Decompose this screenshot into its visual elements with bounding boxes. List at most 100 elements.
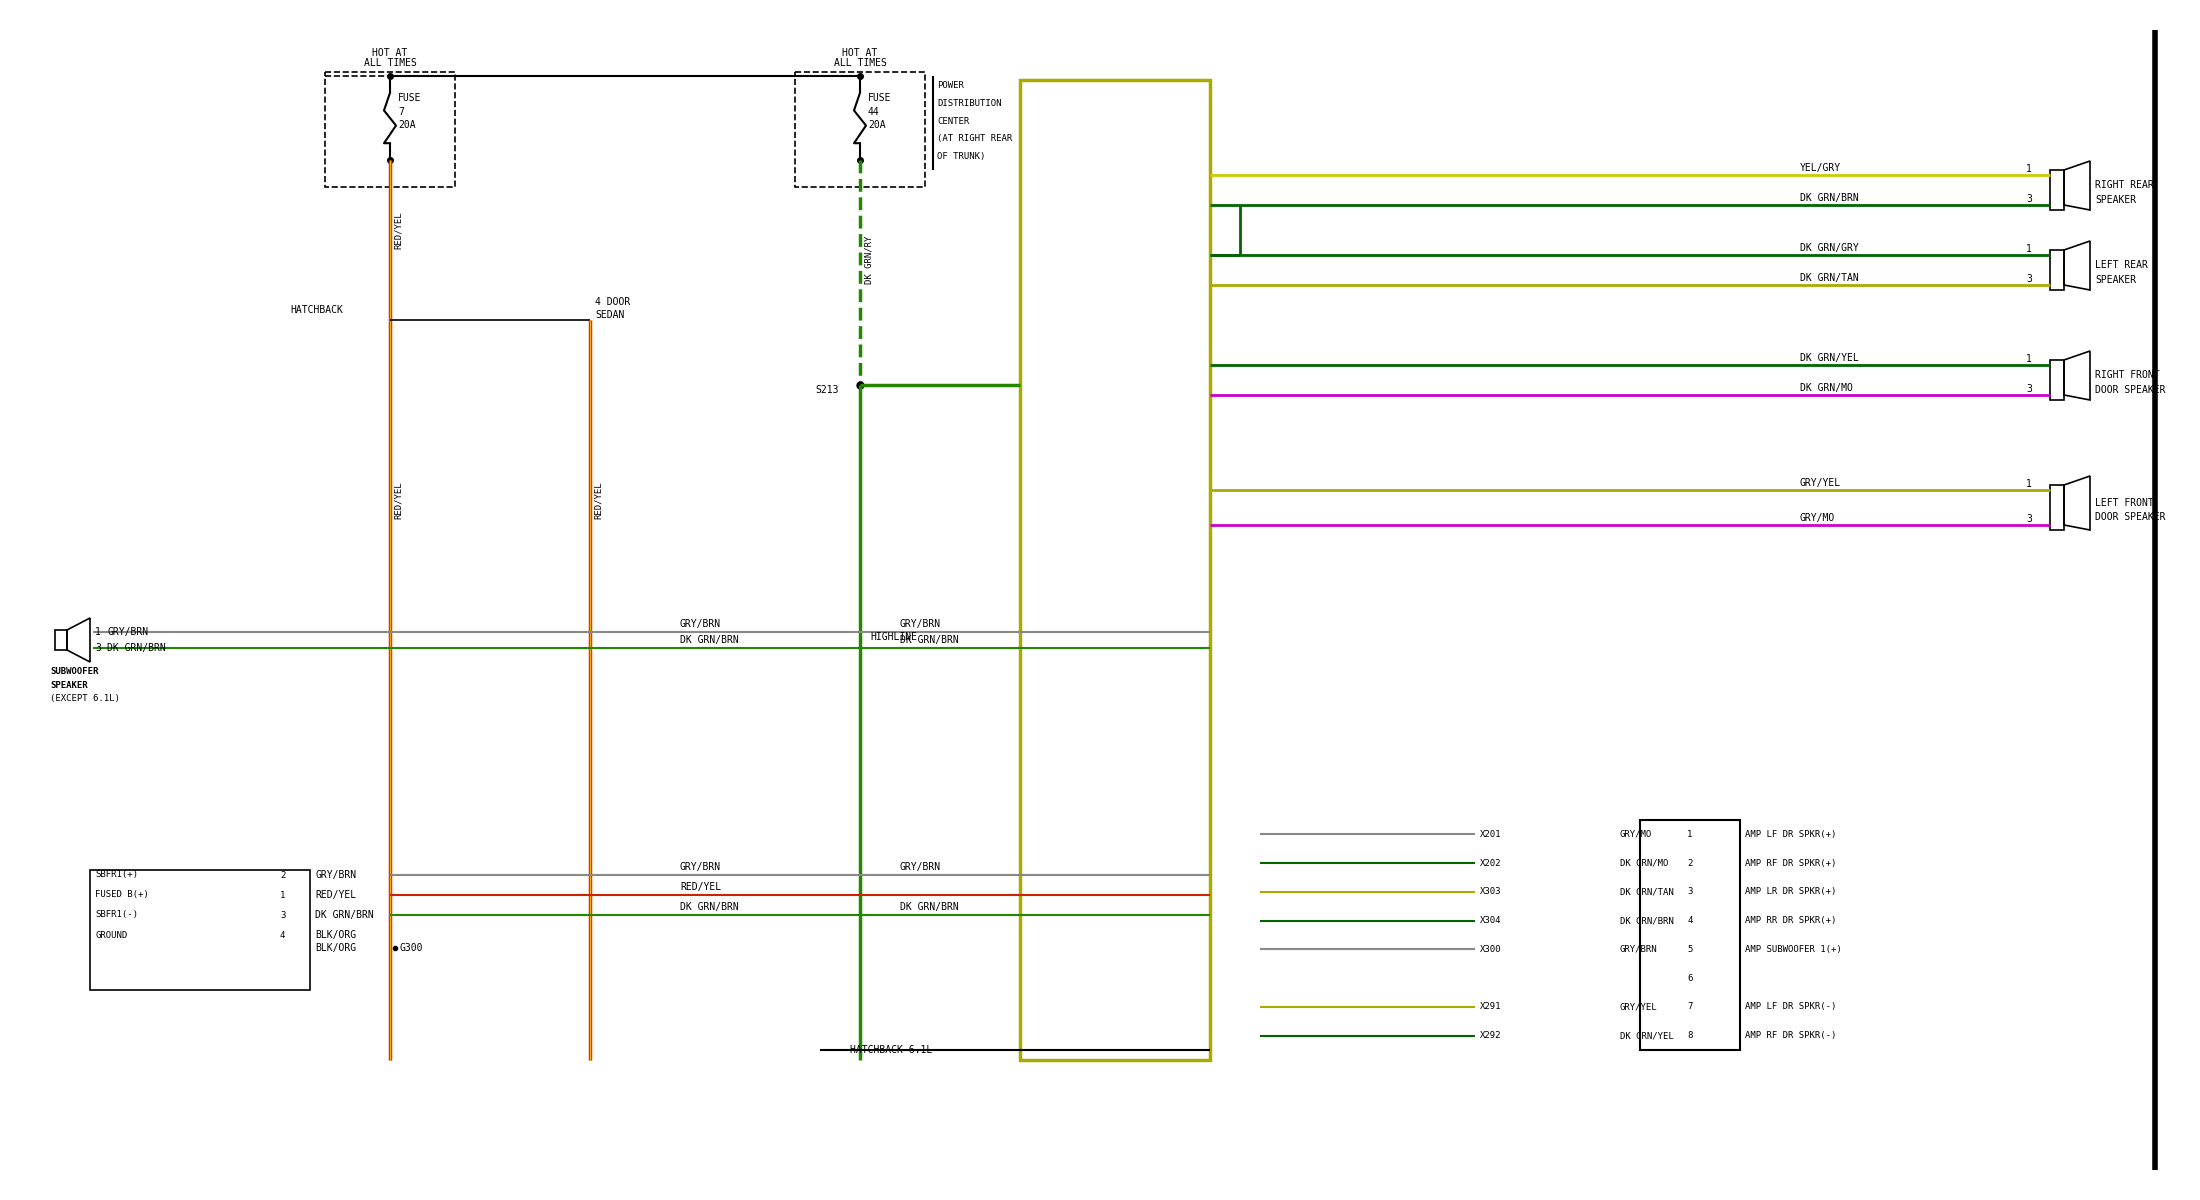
Text: GRY/BRN: GRY/BRN	[680, 862, 722, 872]
Text: 1: 1	[2026, 479, 2033, 490]
Text: GRY/BRN: GRY/BRN	[108, 626, 147, 637]
Text: DISTRIBUTION: DISTRIBUTION	[937, 98, 1001, 108]
Text: AMP LF DR SPKR(+): AMP LF DR SPKR(+)	[1745, 830, 1837, 839]
Text: AMP RF DR SPKR(-): AMP RF DR SPKR(-)	[1745, 1031, 1837, 1040]
Text: (AT RIGHT REAR: (AT RIGHT REAR	[937, 134, 1012, 144]
Text: 2: 2	[1687, 859, 1692, 868]
Text: 3: 3	[2026, 384, 2033, 394]
Bar	[2050, 250, 2064, 290]
Text: FUSED B(+): FUSED B(+)	[95, 890, 150, 900]
Bar	[2050, 170, 2064, 210]
Text: 2: 2	[279, 870, 286, 880]
Bar	[1639, 820, 1740, 1050]
Text: GRY/YEL: GRY/YEL	[1619, 1002, 1657, 1012]
Text: DK GRN/BRN: DK GRN/BRN	[680, 635, 739, 646]
Text: 20A: 20A	[398, 120, 416, 130]
Text: DK GRN/GRY: DK GRN/GRY	[1800, 242, 1859, 253]
Text: BLK/ORG: BLK/ORG	[315, 943, 356, 953]
Text: HIGHLINE: HIGHLINE	[869, 632, 917, 642]
Text: AMP SUBWOOFER 1(+): AMP SUBWOOFER 1(+)	[1745, 944, 1841, 954]
Text: X304: X304	[1481, 916, 1500, 925]
Text: 8: 8	[1687, 1031, 1692, 1040]
Text: SBFR1(+): SBFR1(+)	[95, 870, 139, 880]
Text: 1: 1	[279, 890, 286, 900]
Text: LEFT FRONT: LEFT FRONT	[2094, 498, 2154, 508]
Text: SEDAN: SEDAN	[594, 310, 625, 320]
Text: DK GRN/BRN: DK GRN/BRN	[900, 902, 959, 912]
Text: 1: 1	[2026, 164, 2033, 174]
Bar	[2050, 485, 2064, 530]
Text: AMP RR DR SPKR(+): AMP RR DR SPKR(+)	[1745, 916, 1837, 925]
Text: 1: 1	[95, 626, 101, 637]
Text: 7: 7	[398, 107, 405, 116]
Text: HOT AT: HOT AT	[372, 48, 407, 58]
Text: GRY/MO: GRY/MO	[1800, 514, 1835, 523]
Text: CENTER: CENTER	[937, 116, 970, 126]
Text: X201: X201	[1481, 830, 1500, 839]
Text: DK GRN/YEL: DK GRN/YEL	[1800, 353, 1859, 362]
Text: FUSE: FUSE	[398, 92, 422, 103]
Text: X303: X303	[1481, 887, 1500, 896]
Text: 4: 4	[1687, 916, 1692, 925]
Bar	[326, 72, 455, 187]
Text: LEFT REAR: LEFT REAR	[2094, 260, 2147, 270]
Text: 6: 6	[1687, 973, 1692, 983]
Text: X202: X202	[1481, 859, 1500, 868]
Bar	[2050, 360, 2064, 400]
Text: DK GRN/MO: DK GRN/MO	[1800, 383, 1852, 392]
Text: SUBWOOFER: SUBWOOFER	[51, 667, 99, 677]
Text: DK GRN/YEL: DK GRN/YEL	[1619, 1031, 1674, 1040]
Text: GRY/BRN: GRY/BRN	[900, 619, 942, 629]
Text: 44: 44	[869, 107, 880, 116]
Text: (EXCEPT 6.1L): (EXCEPT 6.1L)	[51, 694, 119, 702]
Text: DK GRN/TAN: DK GRN/TAN	[1619, 887, 1674, 896]
Text: RED/YEL: RED/YEL	[315, 890, 356, 900]
Text: RED/YEL: RED/YEL	[680, 882, 722, 892]
Text: DOOR SPEAKER: DOOR SPEAKER	[2094, 385, 2165, 395]
Text: DK GRN/BRN: DK GRN/BRN	[1619, 916, 1674, 925]
Text: YEL/GRY: YEL/GRY	[1800, 163, 1841, 173]
Text: DK GRN/TAN: DK GRN/TAN	[1800, 272, 1859, 283]
Text: RED/YEL: RED/YEL	[394, 481, 403, 518]
Text: 3: 3	[2026, 194, 2033, 204]
Text: 3: 3	[2026, 274, 2033, 284]
Text: DK GRN/BRN: DK GRN/BRN	[900, 635, 959, 646]
Text: 1: 1	[2026, 244, 2033, 254]
Text: 4: 4	[279, 930, 286, 940]
Text: GRY/BRN: GRY/BRN	[1619, 944, 1657, 954]
Text: OF TRUNK): OF TRUNK)	[937, 152, 986, 162]
Text: AMP LR DR SPKR(+): AMP LR DR SPKR(+)	[1745, 887, 1837, 896]
Text: GROUND: GROUND	[95, 930, 128, 940]
Text: RIGHT FRONT: RIGHT FRONT	[2094, 370, 2160, 380]
Text: AMP RF DR SPKR(+): AMP RF DR SPKR(+)	[1745, 859, 1837, 868]
Text: G300: G300	[400, 943, 422, 953]
Text: GRY/BRN: GRY/BRN	[900, 862, 942, 872]
Text: 1: 1	[2026, 354, 2033, 364]
Text: ALL TIMES: ALL TIMES	[834, 58, 887, 68]
Text: HATCHBACK 6.1L: HATCHBACK 6.1L	[849, 1045, 933, 1055]
Text: GRY/BRN: GRY/BRN	[680, 619, 722, 629]
Text: RED/YEL: RED/YEL	[394, 211, 403, 248]
Text: BLK/ORG: BLK/ORG	[315, 930, 356, 940]
Text: X292: X292	[1481, 1031, 1500, 1040]
Text: 7: 7	[1687, 1002, 1692, 1012]
Bar	[1021, 80, 1210, 1060]
Text: GRY/MO: GRY/MO	[1619, 830, 1652, 839]
Bar	[90, 870, 310, 990]
Text: DK GRN/BRN: DK GRN/BRN	[315, 910, 374, 920]
Text: 3: 3	[2026, 514, 2033, 524]
Text: RIGHT REAR: RIGHT REAR	[2094, 180, 2154, 190]
Bar	[794, 72, 924, 187]
Text: 20A: 20A	[869, 120, 887, 130]
Text: SPEAKER: SPEAKER	[51, 680, 88, 690]
Text: HATCHBACK: HATCHBACK	[290, 305, 343, 314]
Text: SPEAKER: SPEAKER	[2094, 194, 2136, 205]
Text: DK GRN/MO: DK GRN/MO	[1619, 859, 1668, 868]
Text: X300: X300	[1481, 944, 1500, 954]
Text: X291: X291	[1481, 1002, 1500, 1012]
Text: 3: 3	[95, 643, 101, 653]
Text: SPEAKER: SPEAKER	[2094, 275, 2136, 284]
Text: 4 DOOR: 4 DOOR	[594, 296, 629, 307]
Text: 5: 5	[1687, 944, 1692, 954]
Text: 3: 3	[1687, 887, 1692, 896]
